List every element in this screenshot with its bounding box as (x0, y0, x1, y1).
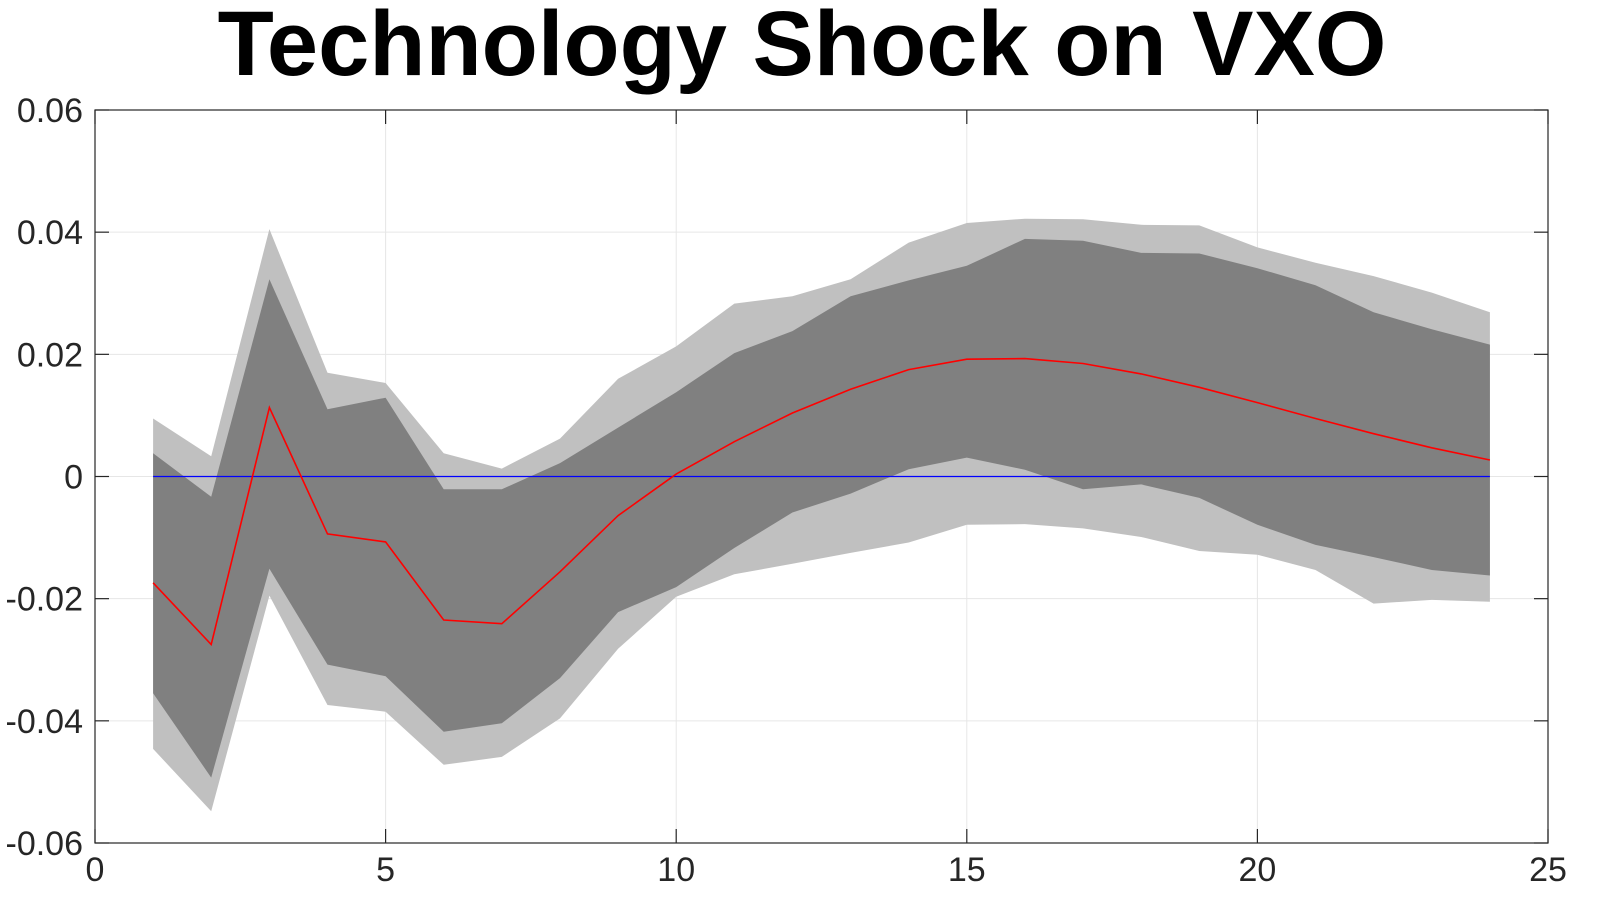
chart-title: Technology Shock on VXO (217, 0, 1387, 95)
x-tick-label: 5 (376, 851, 395, 889)
y-tick-label: 0.06 (17, 92, 83, 130)
y-tick-label: -0.02 (6, 581, 84, 619)
y-tick-label: 0 (64, 459, 83, 497)
y-tick-label: -0.06 (6, 825, 84, 863)
confidence-bands (153, 218, 1490, 812)
x-tick-label: 25 (1529, 851, 1567, 889)
axes: 0 5 10 15 20 25 -0.06 -0.04 -0.02 0 0.02 0.04 0.06 (6, 92, 1567, 889)
y-tick-label: -0.04 (6, 703, 84, 741)
x-tick-label: 15 (948, 851, 986, 889)
y-tick-label: 0.02 (17, 336, 83, 374)
x-tick-label: 20 (1238, 851, 1276, 889)
series-lines (152, 357, 1491, 647)
y-tick-label: 0.04 (17, 214, 83, 252)
impulse-response-line (152, 357, 1491, 647)
x-tick-label: 10 (657, 851, 695, 889)
x-tick-label: 0 (86, 851, 105, 889)
inner-confidence-band (153, 238, 1490, 778)
